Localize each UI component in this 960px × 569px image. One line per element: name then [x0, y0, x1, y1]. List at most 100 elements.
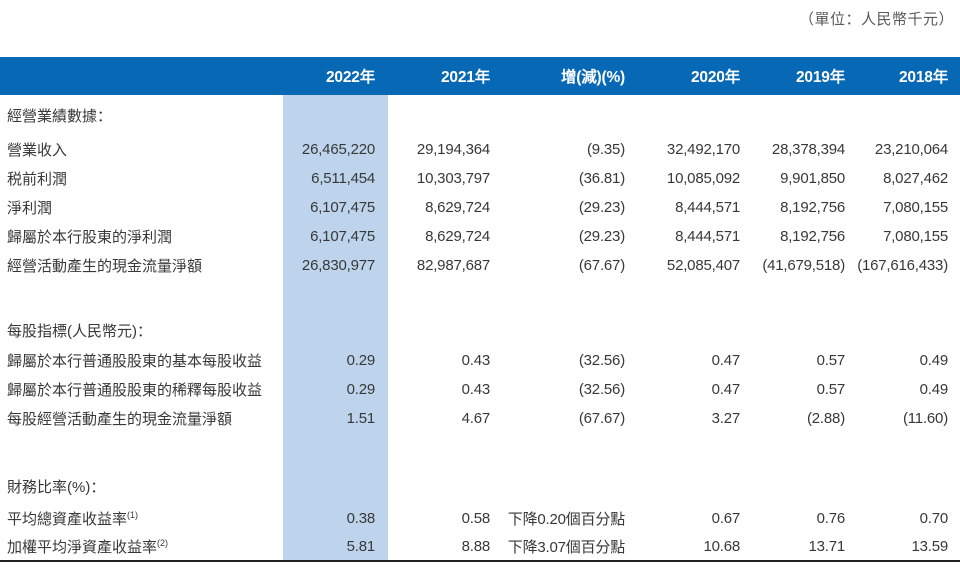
- header-year-2022: 2022年: [326, 69, 375, 86]
- value-2018: 0.49: [919, 381, 949, 398]
- value-2018: 0.49: [919, 352, 949, 369]
- header-year-2019: 2019年: [796, 69, 845, 86]
- value-change: (36.81): [578, 170, 625, 187]
- value-2021: 8.88: [461, 538, 491, 555]
- value-2021: 4.67: [461, 410, 491, 427]
- data-row: 營業收入 26,465,220 29,194,364 (9.35) 32,492…: [0, 135, 960, 164]
- value-2021: 0.43: [461, 352, 491, 369]
- value-change: (9.35): [587, 141, 625, 158]
- data-row: 平均總資產收益率(1) 0.38 0.58 下降0.20個百分點 0.67 0.…: [0, 503, 960, 533]
- value-2021: 8,629,724: [425, 199, 490, 216]
- value-2019: (2.88): [807, 410, 845, 427]
- value-2021: 29,194,364: [416, 141, 490, 158]
- value-2019: 8,192,756: [780, 199, 845, 216]
- value-2019: (41,679,518): [762, 257, 845, 274]
- section-title-row: 每股指標(人民幣元)：: [0, 314, 960, 346]
- footnote-marker: (2): [157, 538, 169, 548]
- value-2022: 6,107,475: [283, 222, 388, 251]
- row-label: 税前利潤: [7, 171, 68, 188]
- value-change: (32.56): [578, 381, 625, 398]
- spacer-row: [0, 280, 960, 314]
- value-2018: 7,080,155: [883, 199, 948, 216]
- header-year-2021: 2021年: [441, 69, 490, 86]
- data-row: 税前利潤 6,511,454 10,303,797 (36.81) 10,085…: [0, 164, 960, 193]
- section-title: 經營業績數據：: [7, 107, 113, 125]
- value-2020: 10.68: [703, 538, 740, 555]
- data-row: 歸屬於本行股東的淨利潤 6,107,475 8,629,724 (29.23) …: [0, 222, 960, 251]
- value-2022: 5.81: [283, 533, 388, 561]
- row-label: 平均總資產收益率(1): [7, 509, 139, 528]
- value-2021: 82,987,687: [416, 257, 490, 274]
- row-label: 每股經營活動產生的現金流量淨額: [7, 411, 233, 428]
- value-2021: 8,629,724: [425, 228, 490, 245]
- row-label: 歸屬於本行普通股股東的稀釋每股收益: [7, 382, 263, 399]
- row-label: 淨利潤: [7, 200, 53, 217]
- data-row: 淨利潤 6,107,475 8,629,724 (29.23) 8,444,57…: [0, 193, 960, 222]
- data-row: 歸屬於本行普通股股東的基本每股收益 0.29 0.43 (32.56) 0.47…: [0, 346, 960, 375]
- header-year-2020: 2020年: [691, 69, 740, 86]
- row-label: 經營活動產生的現金流量淨額: [7, 258, 203, 275]
- value-2018: 23,210,064: [874, 141, 948, 158]
- value-2022: 26,830,977: [283, 251, 388, 280]
- value-2020: 0.67: [711, 509, 741, 527]
- data-row: 每股經營活動產生的現金流量淨額 1.51 4.67 (67.67) 3.27 (…: [0, 404, 960, 433]
- section-title-row: 經營業績數據：: [0, 95, 960, 135]
- value-2022: 6,107,475: [283, 193, 388, 222]
- spacer-row: [0, 433, 960, 469]
- value-change: (67.67): [578, 410, 625, 427]
- value-change: (29.23): [578, 228, 625, 245]
- table-header: 2022年 2021年 增(減)(%) 2020年 2019年 2018年: [0, 57, 960, 95]
- value-2019: 28,378,394: [771, 141, 845, 158]
- unit-note: （單位：人民幣千元）: [798, 11, 954, 28]
- value-2020: 3.27: [711, 410, 741, 427]
- value-2019: 13.71: [808, 538, 845, 555]
- value-2020: 0.47: [711, 352, 741, 369]
- value-2021: 10,303,797: [416, 170, 490, 187]
- header-change-pct: 增(減)(%): [560, 69, 625, 86]
- value-2018: 8,027,462: [883, 170, 948, 187]
- value-2020: 52,085,407: [666, 257, 740, 274]
- header-year-2018: 2018年: [899, 69, 948, 86]
- value-2019: 8,192,756: [780, 228, 845, 245]
- value-2018: (167,616,433): [857, 257, 948, 274]
- row-label: 歸屬於本行股東的淨利潤: [7, 229, 173, 246]
- value-2019: 0.76: [816, 509, 846, 527]
- value-2021: 0.43: [461, 381, 491, 398]
- value-change: (29.23): [578, 199, 625, 216]
- value-2022: 0.29: [283, 346, 388, 375]
- value-change: 下降0.20個百分點: [507, 510, 625, 528]
- value-2019: 9,901,850: [780, 170, 845, 187]
- value-2021: 0.58: [461, 509, 491, 527]
- value-2020: 8,444,571: [675, 199, 740, 216]
- header-row: 2022年 2021年 增(減)(%) 2020年 2019年 2018年: [0, 57, 960, 95]
- value-2018: (11.60): [902, 410, 948, 427]
- value-change: (67.67): [578, 257, 625, 274]
- value-2022: 26,465,220: [283, 135, 388, 164]
- financial-summary-table: 2022年 2021年 增(減)(%) 2020年 2019年 2018年 經營…: [0, 57, 960, 562]
- value-2022: 0.38: [283, 503, 388, 533]
- value-2018: 7,080,155: [883, 228, 948, 245]
- value-2018: 0.70: [919, 509, 949, 527]
- row-label: 營業收入: [7, 142, 68, 159]
- value-2022: 6,511,454: [283, 164, 388, 193]
- value-2020: 8,444,571: [675, 228, 740, 245]
- value-change: 下降3.07個百分點: [507, 539, 625, 556]
- section-title: 每股指標(人民幣元)：: [7, 322, 152, 340]
- value-2020: 0.47: [711, 381, 741, 398]
- footnote-marker: (1): [127, 509, 139, 520]
- value-2020: 32,492,170: [666, 141, 740, 158]
- data-row: 經營活動產生的現金流量淨額 26,830,977 82,987,687 (67.…: [0, 251, 960, 280]
- value-2022: 1.51: [283, 404, 388, 433]
- header-empty-cell: [0, 57, 283, 95]
- value-2022: 0.29: [283, 375, 388, 404]
- value-2018: 13.59: [911, 538, 948, 555]
- data-row: 加權平均淨資產收益率(2) 5.81 8.88 下降3.07個百分點 10.68…: [0, 533, 960, 561]
- data-row: 歸屬於本行普通股股東的稀釋每股收益 0.29 0.43 (32.56) 0.47…: [0, 375, 960, 404]
- value-2020: 10,085,092: [666, 170, 740, 187]
- value-2019: 0.57: [816, 381, 846, 398]
- row-label: 加權平均淨資產收益率(2): [7, 538, 169, 557]
- section-title: 財務比率(%)：: [7, 478, 106, 496]
- value-2019: 0.57: [816, 352, 846, 369]
- section-title-row: 財務比率(%)：: [0, 469, 960, 503]
